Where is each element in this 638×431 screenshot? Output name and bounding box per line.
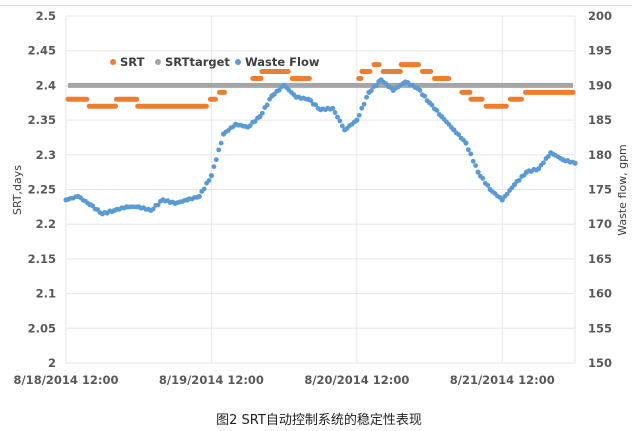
y2-tick-label: 175 — [588, 183, 612, 197]
top-divider — [0, 5, 632, 6]
waste-flow-point — [434, 108, 440, 113]
waste-flow-point — [206, 178, 212, 183]
y2-tick-label: 185 — [588, 113, 612, 127]
waste-flow-point — [364, 94, 369, 100]
legend-marker-srt — [110, 59, 116, 65]
waste-flow-point — [313, 102, 319, 108]
y2-tick-label: 165 — [588, 252, 612, 266]
waste-flow-point — [429, 102, 435, 108]
y-tick-label: 2.5 — [36, 9, 56, 23]
waste-flow-point — [504, 191, 510, 197]
waste-flow-point — [150, 206, 156, 212]
waste-flow-point — [465, 147, 471, 153]
y-tick-label: 2.25 — [28, 183, 56, 197]
waste-flow-point — [475, 169, 481, 175]
waste-flow-point — [470, 158, 476, 164]
y-tick-label: 2.3 — [36, 148, 56, 162]
y2-tick-label: 160 — [588, 287, 612, 301]
waste-flow-point — [337, 118, 343, 124]
waste-flow-point — [359, 105, 365, 111]
waste-flow-point — [213, 157, 219, 163]
x-tick-label: 8/21/2014 12:00 — [450, 373, 555, 387]
legend-label-srttarget: SRTtarget — [165, 55, 230, 69]
waste-flow-point — [480, 175, 486, 181]
y2-tick-label: 190 — [588, 78, 612, 92]
waste-flow-point — [499, 197, 505, 203]
y-tick-label: 2.05 — [28, 321, 56, 335]
waste-flow-point — [536, 166, 542, 172]
waste-flow-point — [155, 202, 161, 208]
waste-flow-point — [373, 83, 379, 89]
waste-flow-point — [308, 98, 314, 103]
waste-flow-point — [332, 110, 338, 115]
y2-tick-label: 150 — [588, 356, 612, 370]
waste-flow-point — [216, 147, 222, 153]
waste-flow-point — [468, 151, 474, 157]
waste-flow-point — [276, 87, 282, 93]
waste-flow-point — [196, 193, 202, 200]
waste-flow-point — [208, 173, 215, 179]
y-tick-label: 2.1 — [36, 287, 56, 301]
figure-caption: 图2 SRT自动控制系统的稳定性表现 — [216, 413, 422, 428]
waste-flow-point — [541, 160, 546, 166]
legend-marker-waste-flow — [235, 59, 241, 65]
y2-tick-label: 200 — [588, 9, 612, 23]
y-tick-label: 2.2 — [36, 217, 56, 231]
waste-flow-point — [330, 105, 336, 111]
y2-tick-label: 170 — [588, 217, 612, 231]
y-tick-label: 2.15 — [28, 252, 56, 266]
x-tick-label: 8/20/2014 12:00 — [304, 373, 409, 387]
y2-tick-label: 155 — [588, 321, 612, 335]
y2-tick-label: 195 — [588, 44, 612, 58]
y-tick-label: 2.35 — [28, 113, 56, 127]
legend-label-waste-flow: Waste Flow — [245, 55, 320, 69]
waste-flow-point — [463, 140, 469, 146]
waste-flow-point — [572, 160, 578, 166]
chart: 2 150 2.05 155 2.1 160 2.15 165 2.2 170 2.25 175 2.3… — [11, 9, 629, 387]
x-tick-label: 8/19/2014 12:00 — [159, 373, 264, 387]
waste-flow-point — [90, 203, 96, 209]
y-tick-label: 2 — [48, 356, 56, 370]
waste-flow-point — [516, 177, 522, 183]
legend-marker-srttarget — [155, 59, 161, 65]
waste-flow-point — [211, 164, 217, 170]
waste-flow-point — [361, 101, 367, 107]
waste-flow-point — [456, 132, 462, 137]
x-tick-label: 8/18/2014 12:00 — [13, 373, 118, 387]
legend: SRT SRTtarget Waste Flow — [110, 55, 320, 69]
waste-flow-point — [354, 117, 360, 123]
waste-flow-point — [473, 163, 479, 169]
waste-flow-point — [417, 87, 423, 93]
waste-flow-point — [259, 110, 265, 116]
waste-flow-point — [335, 114, 340, 120]
waste-flow-point — [485, 182, 491, 188]
y2-axis-label: Waste flow, gpm — [616, 144, 629, 236]
y-tick-label: 2.4 — [36, 78, 56, 92]
waste-flow-point — [201, 186, 207, 192]
waste-flow-point — [339, 123, 345, 129]
waste-flow-point — [422, 93, 428, 99]
y-axis-label: SRT,days — [11, 165, 24, 215]
waste-flow-point — [264, 102, 270, 108]
waste-flow-point — [356, 112, 362, 118]
y2-tick-label: 180 — [588, 148, 612, 162]
y-tick-label: 2.45 — [28, 44, 56, 58]
waste-flow-point — [369, 88, 374, 93]
waste-flow-point — [247, 123, 253, 129]
legend-label-srt: SRT — [120, 55, 145, 69]
waste-flow-point — [545, 154, 551, 159]
waste-flow-point — [218, 140, 224, 146]
